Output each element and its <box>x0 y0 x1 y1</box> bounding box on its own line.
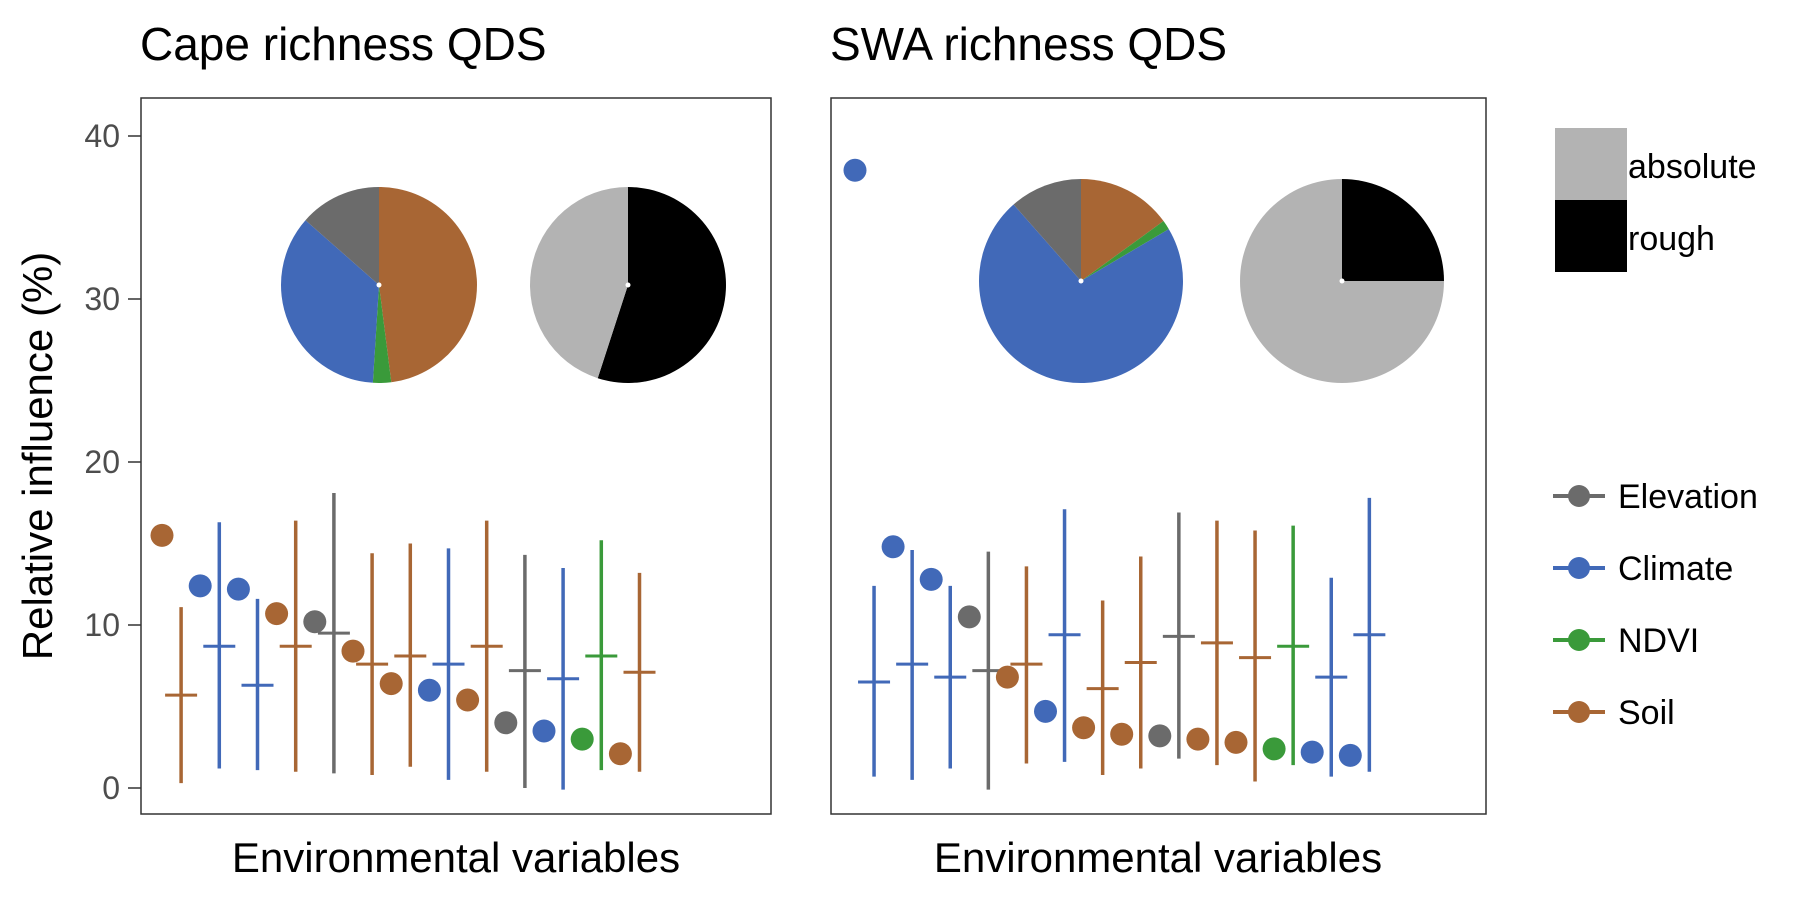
y-tick-label: 10 <box>84 607 120 643</box>
y-tick-label: 30 <box>84 281 120 317</box>
data-point <box>417 678 441 702</box>
data-point <box>150 523 174 547</box>
x-axis-label: Environmental variables <box>934 834 1382 881</box>
data-point <box>608 742 632 766</box>
data-point <box>1034 699 1057 723</box>
panel-title: SWA richness QDS <box>830 18 1227 70</box>
data-point <box>919 567 943 591</box>
legend-dot <box>1568 485 1590 507</box>
pie-slice-climate <box>978 204 1183 383</box>
legend-label-soil: Soil <box>1618 694 1675 732</box>
data-point <box>532 719 556 743</box>
legend-item-ndvi: NDVI <box>1553 622 1699 660</box>
data-point <box>188 574 212 598</box>
legend-item-climate: Climate <box>1553 550 1733 588</box>
legend-swatch-rough <box>1555 200 1627 272</box>
panel-swa: SWA richness QDS Environmental variables <box>830 18 1487 881</box>
pie-slice-rough <box>1342 179 1444 281</box>
pie-slice-absolute <box>529 187 628 379</box>
legend-groups: Elevation Climate NDVI Soil <box>1553 478 1758 732</box>
legend-label-rough: rough <box>1628 220 1715 258</box>
panel-title: Cape richness QDS <box>140 18 547 70</box>
pie-slice-climate <box>281 220 379 383</box>
y-axis: 0 10 20 30 40 <box>84 118 141 806</box>
data-point <box>995 665 1019 689</box>
data-point <box>1148 724 1172 748</box>
plot-frame <box>140 97 772 815</box>
error-bars <box>165 492 656 790</box>
legend-swatch-absolute <box>1555 128 1627 200</box>
x-axis-label: Environmental variables <box>232 834 680 881</box>
pie-slice-rough <box>597 187 726 383</box>
pie-slice-ndvi <box>1081 221 1169 281</box>
data-point <box>341 639 365 663</box>
points <box>150 523 632 766</box>
data-point <box>881 535 905 559</box>
data-point <box>494 711 518 735</box>
data-point <box>265 602 289 626</box>
data-point <box>1300 740 1324 764</box>
data-point <box>843 158 867 182</box>
y-tick-label: 0 <box>102 770 120 806</box>
pie-slice-soil <box>1081 179 1164 281</box>
pie-center <box>625 282 631 288</box>
legend-dot <box>1568 557 1590 579</box>
legend-dot <box>1568 629 1590 651</box>
y-tick-label: 40 <box>84 118 120 154</box>
legend-dot <box>1568 701 1590 723</box>
pie-slice-soil <box>379 187 477 383</box>
y-tick-label: 20 <box>84 444 120 480</box>
y-axis-label: Relative influence (%) <box>14 252 61 661</box>
pie-center <box>376 282 382 288</box>
data-point <box>957 605 981 629</box>
legend-label-ndvi: NDVI <box>1618 622 1699 660</box>
data-point <box>379 672 403 696</box>
legend-pie: absolute rough <box>1555 128 1757 272</box>
data-point <box>226 577 250 601</box>
data-point <box>1338 743 1362 767</box>
pie-slice-elevation <box>1013 179 1081 281</box>
plot-frame <box>830 97 1487 815</box>
data-point <box>303 610 327 634</box>
pie-slice-elevation <box>305 187 379 285</box>
pie-charts <box>978 179 1444 383</box>
pie-center <box>1339 278 1345 284</box>
data-point <box>1186 727 1210 751</box>
data-point <box>1072 716 1096 740</box>
pie-charts <box>281 187 726 383</box>
pie-slice-ndvi <box>372 285 392 383</box>
legend-item-elevation: Elevation <box>1553 478 1758 516</box>
data-point <box>570 727 594 751</box>
data-point <box>1262 737 1286 761</box>
points <box>843 158 1362 767</box>
legend-label-absolute: absolute <box>1628 148 1757 186</box>
data-point <box>1110 722 1134 746</box>
legend-item-soil: Soil <box>1553 694 1675 732</box>
data-point <box>1224 730 1248 754</box>
pie-center <box>1078 278 1084 284</box>
legend-label-elevation: Elevation <box>1618 478 1758 516</box>
data-point <box>456 688 480 712</box>
legend-label-climate: Climate <box>1618 550 1733 588</box>
error-bars <box>858 497 1386 790</box>
panel-cape: Cape richness QDS Relative influence (%)… <box>14 18 772 881</box>
